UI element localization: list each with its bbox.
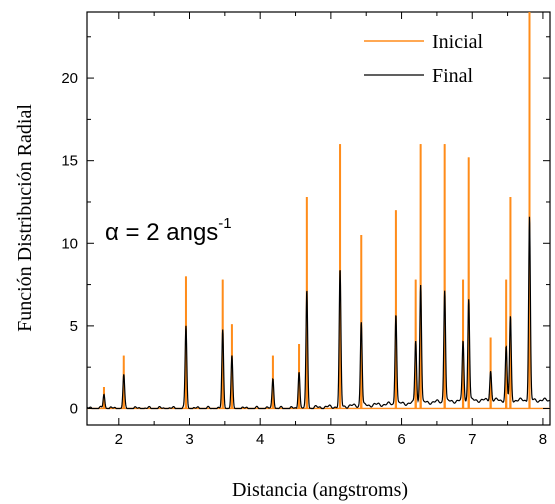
y-tick-label: 15 [61, 153, 78, 170]
axes: 2 3 4 5 6 7 8 0 5 10 15 20 [61, 12, 550, 448]
plot-frame [86, 11, 551, 426]
x-tick-label: 4 [256, 431, 264, 448]
x-tick-label: 3 [185, 431, 193, 448]
series-final [87, 216, 550, 410]
x-tick-label: 8 [539, 431, 547, 448]
alpha-annotation-superscript: -1 [218, 215, 231, 232]
alpha-annotation: α = 2 angs-1 [105, 215, 232, 246]
y-axis-label: Función Distribución Radial [14, 104, 36, 332]
alpha-annotation-text: α = 2 angs [105, 219, 218, 246]
series-final-line [87, 216, 550, 410]
x-axis-label: Distancia (angstroms) [232, 479, 408, 501]
y-tick-label: 0 [70, 400, 78, 417]
series-inicial-line [87, 12, 550, 410]
x-tick-label: 7 [468, 431, 476, 448]
plot-area [86, 11, 551, 426]
x-tick-label: 2 [115, 431, 123, 448]
series-inicial [87, 12, 550, 410]
y-tick-label: 5 [70, 318, 78, 335]
x-tick-label: 5 [327, 431, 335, 448]
y-tick-label: 20 [61, 70, 78, 87]
legend-final-label: Final [432, 65, 474, 87]
legend: Inicial Final [364, 31, 484, 87]
y-tick-label: 10 [61, 235, 78, 252]
legend-inicial-label: Inicial [432, 31, 484, 53]
x-tick-label: 6 [397, 431, 405, 448]
